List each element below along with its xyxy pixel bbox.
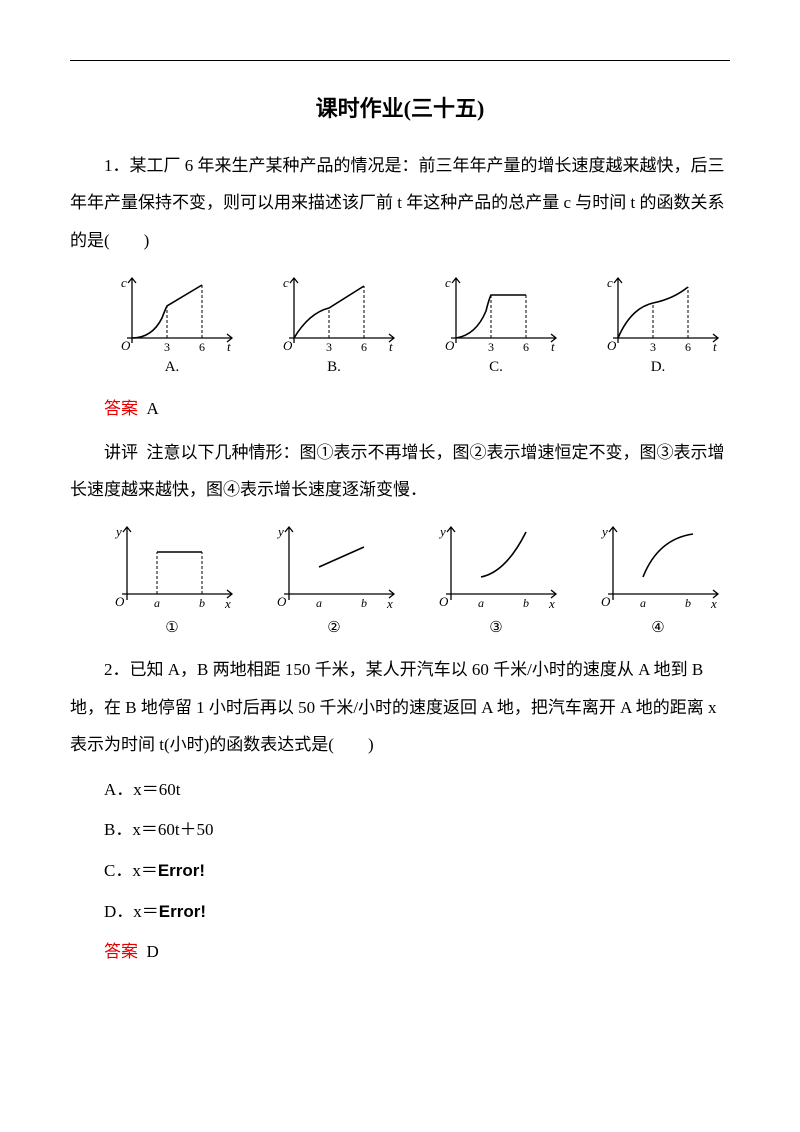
shape1-label: ① [165, 618, 178, 637]
svg-text:3: 3 [650, 340, 656, 353]
svg-text:c: c [607, 275, 613, 290]
svg-text:y: y [600, 524, 608, 539]
svg-text:O: O [445, 338, 455, 353]
q2-body: 已知 A，B 两地相距 150 千米，某人开汽车以 60 千米/小时的速度从 A… [70, 660, 717, 754]
chart-d-svg: c t O 3 6 [593, 273, 723, 353]
svg-text:a: a [640, 596, 646, 610]
svg-text:b: b [199, 596, 205, 610]
svg-text:b: b [361, 596, 367, 610]
svg-text:t: t [551, 339, 555, 353]
opt-d-prefix: D．x＝ [104, 902, 159, 921]
shape-chart-4: y x O a b ④ [593, 522, 723, 637]
svg-text:y: y [438, 524, 446, 539]
svg-text:y: y [114, 524, 122, 539]
svg-text:b: b [523, 596, 529, 610]
tick-6: 6 [199, 340, 205, 353]
svg-text:6: 6 [361, 340, 367, 353]
q1-answer: A [147, 399, 159, 418]
q1-text: 1．某工厂 6 年来生产某种产品的情况是：前三年年产量的增长速度越来越快，后三年… [70, 147, 730, 259]
page-title: 课时作业(三十五) [70, 91, 730, 123]
svg-text:x: x [548, 596, 555, 611]
svg-text:O: O [115, 594, 125, 609]
svg-text:O: O [277, 594, 287, 609]
shape4-svg: y x O a b [593, 522, 723, 612]
opt-d-error: Error! [159, 902, 206, 921]
shape-chart-3: y x O a b ③ [431, 522, 561, 637]
tick-3: 3 [164, 340, 170, 353]
q2-option-a: A．x＝60t [70, 770, 730, 811]
svg-text:O: O [601, 594, 611, 609]
q1-chart-b: c t O 3 6 B. [269, 273, 399, 376]
comment-body: 注意以下几种情形：图①表示不再增长，图②表示增速恒定不变，图③表示增长速度越来越… [70, 443, 725, 499]
chart-b-label: B. [327, 359, 341, 376]
q2-answer: D [147, 942, 159, 961]
q1-shape-charts-row: y x O a b ① y x O a b ② [100, 522, 730, 637]
q1-chart-a: c t O 3 6 A. [107, 273, 237, 376]
q2-option-d: D．x＝Error! [70, 892, 730, 933]
q2-answer-line: 答案 D [70, 933, 730, 970]
svg-text:3: 3 [326, 340, 332, 353]
svg-text:a: a [316, 596, 322, 610]
opt-c-prefix: C．x＝ [104, 861, 158, 880]
svg-text:b: b [685, 596, 691, 610]
chart-c-svg: c t O 3 6 [431, 273, 561, 353]
q1-chart-d: c t O 3 6 D. [593, 273, 723, 376]
x-axis-label: t [227, 339, 231, 353]
shape4-label: ④ [651, 618, 664, 637]
answer-label: 答案 [104, 399, 138, 418]
shape-chart-1: y x O a b ① [107, 522, 237, 637]
svg-text:t: t [713, 339, 717, 353]
origin-label: O [121, 338, 131, 353]
shape3-label: ③ [489, 618, 502, 637]
chart-d-label: D. [651, 359, 666, 376]
shape1-svg: y x O a b [107, 522, 237, 612]
opt-c-error: Error! [158, 861, 205, 880]
shape2-label: ② [327, 618, 340, 637]
chart-a-svg: c t O 3 6 [107, 273, 237, 353]
y-axis-label: c [121, 275, 127, 290]
q1-body: 某工厂 6 年来生产某种产品的情况是：前三年年产量的增长速度越来越快，后三年年产… [70, 156, 725, 250]
shape2-svg: y x O a b [269, 522, 399, 612]
q1-chart-c: c t O 3 6 C. [431, 273, 561, 376]
svg-text:a: a [478, 596, 484, 610]
svg-text:O: O [283, 338, 293, 353]
svg-text:O: O [439, 594, 449, 609]
svg-text:t: t [389, 339, 393, 353]
svg-text:6: 6 [523, 340, 529, 353]
shape-chart-2: y x O a b ② [269, 522, 399, 637]
q2-num: 2． [104, 660, 130, 679]
chart-a-label: A. [165, 359, 180, 376]
answer-label-2: 答案 [104, 942, 138, 961]
comment-label: 讲评 [104, 443, 138, 462]
svg-text:6: 6 [685, 340, 691, 353]
svg-text:O: O [607, 338, 617, 353]
svg-text:c: c [445, 275, 451, 290]
svg-text:x: x [710, 596, 717, 611]
chart-b-svg: c t O 3 6 [269, 273, 399, 353]
svg-text:a: a [154, 596, 160, 610]
q2-text: 2．已知 A，B 两地相距 150 千米，某人开汽车以 60 千米/小时的速度从… [70, 651, 730, 763]
q2-option-b: B．x＝60t＋50 [70, 810, 730, 851]
svg-text:x: x [224, 596, 231, 611]
q1-num: 1． [104, 156, 130, 175]
q2-option-c: C．x＝Error! [70, 851, 730, 892]
q1-answer-line: 答案 A [70, 390, 730, 427]
q1-comment: 讲评 注意以下几种情形：图①表示不再增长，图②表示增速恒定不变，图③表示增长速度… [70, 434, 730, 509]
chart-c-label: C. [489, 359, 503, 376]
svg-text:y: y [276, 524, 284, 539]
shape3-svg: y x O a b [431, 522, 561, 612]
top-rule [70, 60, 730, 61]
q1-charts-row: c t O 3 6 A. c t O 3 6 [100, 273, 730, 376]
svg-text:c: c [283, 275, 289, 290]
svg-text:x: x [386, 596, 393, 611]
svg-text:3: 3 [488, 340, 494, 353]
